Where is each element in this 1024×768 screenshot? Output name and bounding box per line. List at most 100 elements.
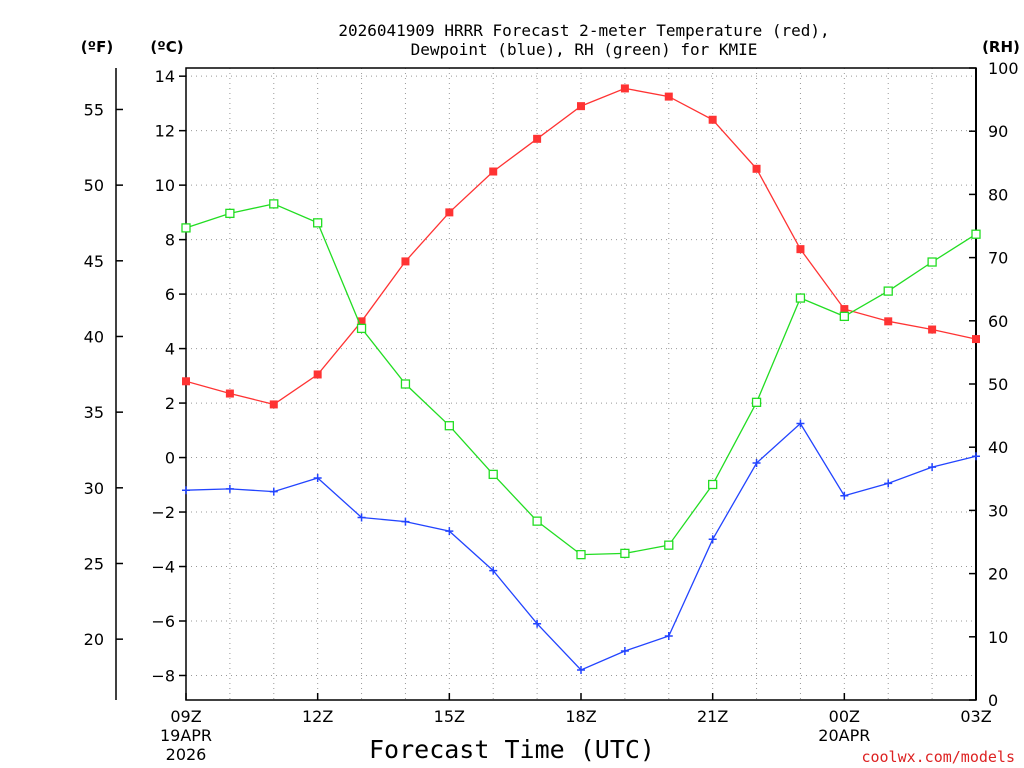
rh-tick-label: 100: [988, 59, 1019, 78]
rh-point: [532, 516, 542, 526]
temperature-point: [577, 102, 585, 111]
rh-point: [883, 286, 893, 296]
dewpoint-point: [225, 484, 234, 493]
rh-point: [444, 421, 454, 431]
rh-point: [400, 379, 411, 389]
celsius-tick-label: 4: [165, 340, 175, 359]
fahrenheit-tick-label: 40: [84, 327, 104, 346]
temperature-point: [489, 167, 498, 176]
temperature-point: [182, 377, 190, 386]
celsius-unit-label: (ºC): [150, 38, 183, 56]
rh-point: [971, 229, 981, 239]
temperature-line: [185, 87, 977, 406]
rh-line: [185, 203, 977, 556]
chart-title-line2: Dewpoint (blue), RH (green) for KMIE: [411, 40, 758, 59]
data-series: [181, 84, 981, 675]
rh-tick-label: 40: [988, 438, 1008, 457]
rh-point: [576, 549, 586, 560]
rh-unit-label: (RH): [982, 38, 1020, 56]
celsius-tick-label: 6: [165, 285, 175, 304]
x-tick-label: 12Z: [302, 707, 333, 726]
rh-tick-label: 60: [988, 312, 1008, 331]
chart-title-line1: 2026041909 HRRR Forecast 2-meter Tempera…: [338, 21, 829, 40]
dewpoint-point: [928, 463, 937, 472]
rh-tick-label: 90: [988, 122, 1008, 141]
rh-point: [664, 540, 674, 550]
fahrenheit-tick-label: 50: [84, 176, 104, 195]
temperature-point: [269, 400, 278, 409]
dewpoint-point: [884, 479, 893, 488]
temperature-point: [357, 317, 366, 326]
celsius-tick-label: −2: [151, 503, 175, 522]
rh-point: [927, 257, 937, 267]
temperature-point: [445, 208, 454, 217]
rh-tick-label: 80: [988, 185, 1008, 204]
temperature-point: [752, 164, 761, 173]
celsius-tick-label: −4: [151, 558, 175, 577]
rh-point: [795, 293, 806, 303]
dewpoint-point: [972, 452, 980, 461]
dewpoint-point: [752, 459, 761, 467]
dewpoint-point: [577, 666, 585, 675]
fahrenheit-tick-label: 25: [84, 554, 104, 573]
x-tick-label: 09Z: [170, 707, 201, 726]
celsius-tick-label: −8: [151, 666, 175, 685]
celsius-tick-label: 14: [155, 67, 175, 86]
rh-point: [839, 311, 849, 322]
temperature-point: [972, 335, 980, 344]
fahrenheit-tick-label: 35: [84, 403, 104, 422]
celsius-tick-label: 2: [165, 394, 175, 413]
dewpoint-point: [664, 631, 673, 640]
dewpoint-point: [313, 473, 322, 482]
x-tick-year-label: 2026: [166, 745, 207, 764]
dewpoint-point: [269, 487, 278, 496]
dewpoint-point: [533, 619, 542, 628]
x-tick-date-label: 19APR: [160, 726, 212, 745]
rh-point: [488, 469, 498, 480]
rh-point: [313, 218, 323, 228]
temperature-point: [533, 134, 542, 143]
rh-tick-label: 20: [988, 565, 1008, 584]
fahrenheit-tick-label: 45: [84, 252, 104, 271]
dewpoint-point: [840, 491, 849, 500]
celsius-tick-label: 8: [165, 231, 175, 250]
celsius-tick-label: 12: [155, 122, 175, 141]
fahrenheit-tick-label: 55: [84, 100, 104, 119]
dewpoint-point: [357, 513, 366, 522]
fahrenheit-tick-label: 30: [84, 479, 104, 498]
temperature-point: [225, 389, 234, 398]
dewpoint-point: [182, 486, 190, 495]
dewpoint-point: [796, 419, 805, 428]
temperature-point: [796, 245, 805, 254]
temperature-point: [664, 92, 673, 101]
x-tick-label: 03Z: [960, 707, 991, 726]
rh-tick-label: 10: [988, 628, 1008, 647]
rh-point: [269, 199, 279, 209]
x-tick-label: 00Z: [829, 707, 860, 726]
fahrenheit-tick-label: 20: [84, 630, 104, 649]
rh-point: [620, 548, 630, 559]
dewpoint-point: [401, 517, 410, 526]
rh-tick-label: 0: [988, 691, 998, 710]
rh-point: [181, 223, 191, 233]
temperature-point: [313, 370, 322, 379]
rh-tick-label: 70: [988, 249, 1008, 268]
credit-text: coolwx.com/models: [861, 748, 1015, 766]
dewpoint-point: [708, 535, 717, 544]
fahrenheit-unit-label: (ºF): [81, 38, 113, 56]
x-axis-label: Forecast Time (UTC): [369, 735, 655, 764]
rh-point: [356, 323, 367, 334]
temperature-point: [620, 84, 629, 93]
rh-tick-label: 50: [988, 375, 1008, 394]
rh-point: [225, 208, 235, 219]
dewpoint-point: [620, 646, 629, 655]
rh-point: [708, 479, 718, 490]
dewpoint-point: [489, 566, 498, 575]
x-tick-label: 21Z: [697, 707, 728, 726]
axis-ticks: −8 −6 −4 −2 0 2 4 6 8 10 12 14 20 25 30 35 40 45 50 55 0 10 20…: [84, 59, 1019, 764]
temperature-point: [928, 325, 937, 334]
x-tick-date-label: 20APR: [818, 726, 870, 745]
celsius-tick-label: −6: [151, 612, 175, 631]
celsius-tick-label: 0: [165, 449, 175, 468]
